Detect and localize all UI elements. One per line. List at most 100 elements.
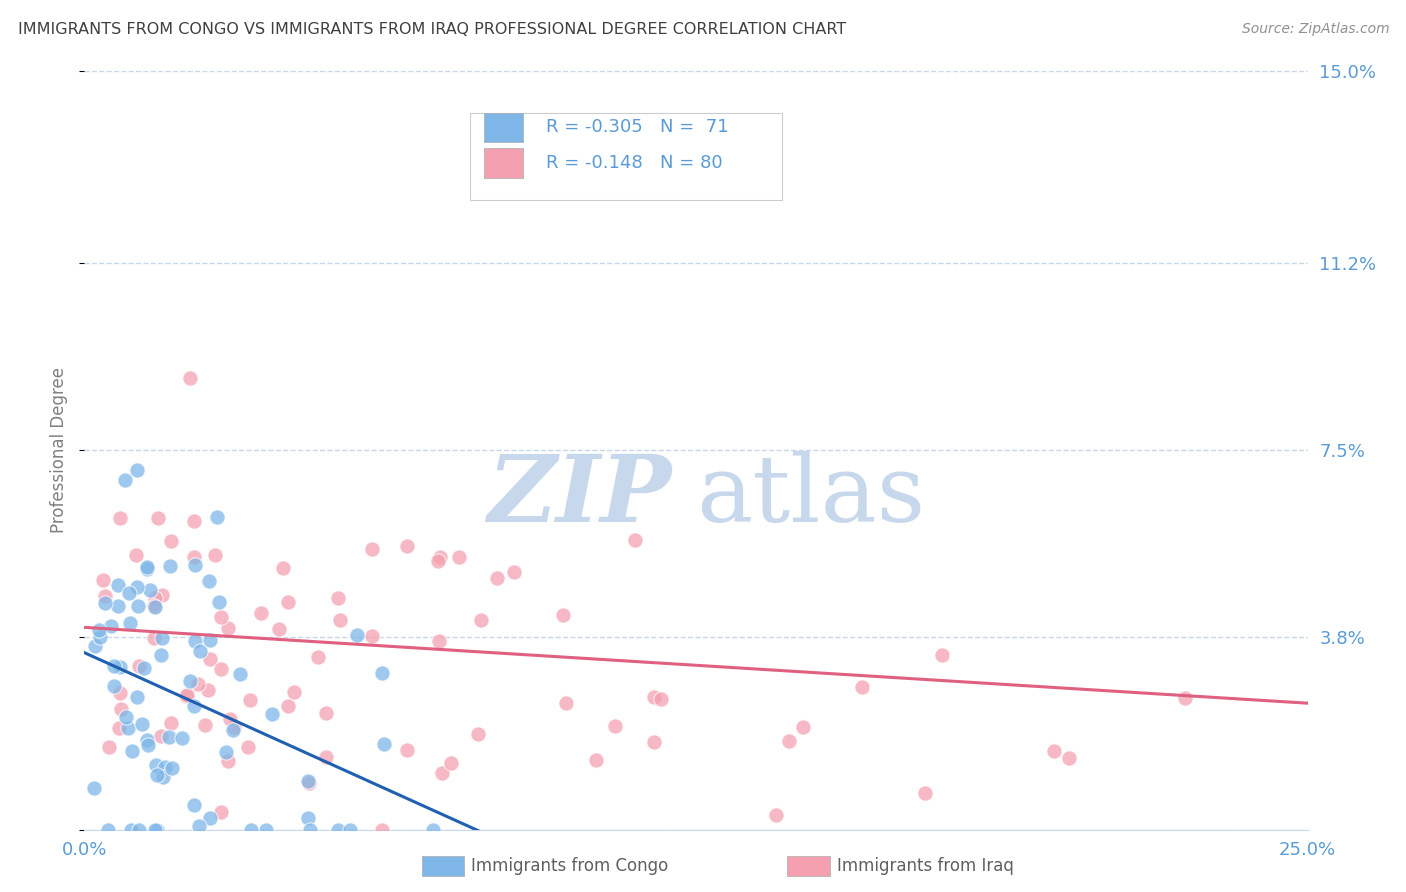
Point <box>361 542 384 557</box>
Point <box>150 729 173 743</box>
Point <box>128 659 150 673</box>
Point <box>198 632 221 647</box>
Point <box>179 371 201 385</box>
Text: IMMIGRANTS FROM CONGO VS IMMIGRANTS FROM IRAQ PROFESSIONAL DEGREE CORRELATION CH: IMMIGRANTS FROM CONGO VS IMMIGRANTS FROM… <box>18 22 846 37</box>
Text: Source: ZipAtlas.com: Source: ZipAtlas.com <box>1241 22 1389 37</box>
Point <box>395 743 418 757</box>
Point <box>228 666 250 681</box>
Text: R = -0.305   N =  71: R = -0.305 N = 71 <box>546 119 728 136</box>
Point <box>792 720 814 734</box>
Point <box>98 740 121 755</box>
Point <box>765 808 787 822</box>
Point <box>429 550 451 565</box>
Point <box>254 822 277 837</box>
Point <box>449 549 471 564</box>
Point <box>218 712 240 726</box>
Point <box>326 591 349 605</box>
Point <box>146 822 169 837</box>
Point <box>307 649 329 664</box>
Point <box>131 716 153 731</box>
Point <box>217 621 239 635</box>
Point <box>97 822 120 837</box>
Point <box>103 659 125 673</box>
Point <box>117 586 139 600</box>
Point <box>222 721 245 735</box>
Point <box>108 660 131 674</box>
Point <box>271 561 294 575</box>
Point <box>159 559 181 574</box>
Point <box>128 822 150 837</box>
Point <box>914 786 936 800</box>
Point <box>555 696 578 710</box>
Point <box>297 773 319 788</box>
Point <box>127 599 149 613</box>
Point <box>603 719 626 733</box>
Point <box>132 661 155 675</box>
Point <box>143 822 166 837</box>
Point <box>277 595 299 609</box>
Point <box>117 722 139 736</box>
Point <box>209 805 232 819</box>
Point <box>624 533 647 547</box>
Point <box>194 718 217 732</box>
Point <box>172 731 194 745</box>
Point <box>209 610 232 624</box>
Point <box>215 745 238 759</box>
Point <box>299 822 322 837</box>
Point <box>470 613 492 627</box>
Point <box>1042 744 1064 758</box>
Point <box>174 690 197 704</box>
Point <box>108 722 131 736</box>
Point <box>267 622 290 636</box>
Point <box>297 811 319 825</box>
Point <box>208 595 231 609</box>
Point <box>143 631 166 645</box>
Point <box>426 554 449 568</box>
Point <box>136 562 159 576</box>
Point <box>150 588 173 602</box>
Point <box>157 730 180 744</box>
Point <box>115 710 138 724</box>
Point <box>217 755 239 769</box>
Point <box>851 681 873 695</box>
Text: Immigrants from Iraq: Immigrants from Iraq <box>837 857 1014 875</box>
Point <box>650 692 672 706</box>
Point <box>205 510 228 524</box>
Point <box>250 606 273 620</box>
Point <box>94 595 117 609</box>
Point <box>114 473 136 487</box>
Point <box>188 819 211 833</box>
Point <box>239 822 262 837</box>
Point <box>155 759 177 773</box>
Point <box>160 761 183 775</box>
Point <box>125 580 148 594</box>
Point <box>298 776 321 790</box>
Point <box>107 599 129 613</box>
Point <box>107 577 129 591</box>
Point <box>110 701 132 715</box>
Point <box>1057 751 1080 765</box>
Point <box>644 690 666 705</box>
Point <box>89 630 111 644</box>
Point <box>184 634 207 648</box>
Point <box>373 737 395 751</box>
Point <box>103 679 125 693</box>
Point <box>371 822 394 837</box>
Point <box>125 690 148 704</box>
Point <box>139 582 162 597</box>
Point <box>370 666 392 681</box>
Point <box>120 822 142 837</box>
Point <box>198 574 221 588</box>
Point <box>585 753 607 767</box>
Point <box>1174 690 1197 705</box>
Point <box>148 511 170 525</box>
Point <box>361 628 384 642</box>
Point <box>127 463 149 477</box>
Point <box>136 733 159 747</box>
Point <box>209 662 232 676</box>
Point <box>159 534 181 549</box>
Point <box>121 744 143 758</box>
Point <box>200 651 222 665</box>
FancyBboxPatch shape <box>470 113 782 201</box>
Point <box>197 682 219 697</box>
